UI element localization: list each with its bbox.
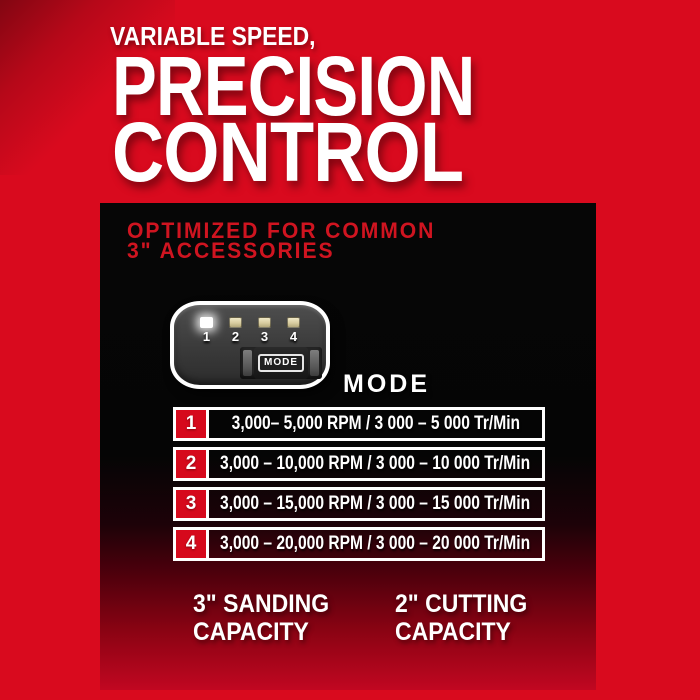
speed-range-cell: 3,000 – 20,000 RPM / 3 000 – 20 000 Tr/M… (209, 530, 542, 558)
panel-subtitle-line-2: 3" ACCESSORIES (127, 238, 335, 263)
headline-line-2: CONTROL (112, 105, 464, 199)
mode-indicator-light-3 (258, 317, 271, 328)
table-row: 4 3,000 – 20,000 RPM / 3 000 – 20 000 Tr… (173, 527, 545, 561)
table-row: 2 3,000 – 10,000 RPM / 3 000 – 10 000 Tr… (173, 447, 545, 481)
mode-number-cell: 2 (176, 450, 209, 478)
panel-subtitle-line-1: OPTIMIZED FOR COMMON (127, 218, 436, 243)
spec-panel: OPTIMIZED FOR COMMON 3" ACCESSORIES 1 2 … (100, 203, 596, 690)
mode-button-right-rail (310, 350, 319, 376)
headline-kicker: VARIABLE SPEED, (110, 21, 316, 51)
speed-range-text: 3,000 – 15,000 RPM / 3 000 – 15 000 Tr/M… (220, 493, 531, 514)
mode-indicator-light-2 (229, 317, 242, 328)
mode-indicator-number-4: 4 (289, 329, 298, 344)
mode-button-left-rail (243, 350, 252, 376)
sanding-capacity-line-2: CAPACITY (193, 618, 309, 646)
mode-number-cell: 1 (176, 410, 209, 438)
speed-range-text: 3,000– 5,000 RPM / 3 000 – 5 000 Tr/Min (231, 413, 520, 434)
speed-range-text: 3,000 – 20,000 RPM / 3 000 – 20 000 Tr/M… (220, 533, 531, 554)
speed-range-text: 3,000 – 10,000 RPM / 3 000 – 10 000 Tr/M… (220, 453, 531, 474)
mode-button-label: MODE (258, 354, 304, 372)
cutting-capacity-line-1: 2" CUTTING (395, 590, 528, 618)
table-row: 3 3,000 – 15,000 RPM / 3 000 – 15 000 Tr… (173, 487, 545, 521)
mode-indicator-light-4 (287, 317, 300, 328)
speed-range-cell: 3,000 – 15,000 RPM / 3 000 – 15 000 Tr/M… (209, 490, 542, 518)
table-row: 1 3,000– 5,000 RPM / 3 000 – 5 000 Tr/Mi… (173, 407, 545, 441)
speed-table: 1 3,000– 5,000 RPM / 3 000 – 5 000 Tr/Mi… (173, 407, 545, 567)
mode-indicator-number-2: 2 (231, 329, 240, 344)
mode-number-cell: 4 (176, 530, 209, 558)
mode-number-cell: 3 (176, 490, 209, 518)
cutting-capacity-callout: 2" CUTTING CAPACITY (395, 590, 527, 646)
mode-button-assembly: MODE (240, 347, 322, 379)
mode-table-heading: MODE (343, 370, 430, 398)
sanding-capacity-callout: 3" SANDING CAPACITY (193, 590, 329, 646)
mode-indicator-light-1 (200, 317, 213, 328)
mode-selector-illustration: 1 2 3 4 MODE (170, 301, 330, 389)
cutting-capacity-line-2: CAPACITY (395, 618, 511, 646)
sanding-capacity-line-1: 3" SANDING (193, 590, 330, 618)
mode-indicator-number-3: 3 (260, 329, 269, 344)
mode-indicator-number-1: 1 (202, 329, 211, 344)
speed-range-cell: 3,000– 5,000 RPM / 3 000 – 5 000 Tr/Min (209, 410, 542, 438)
mode-button: MODE (254, 347, 308, 379)
speed-range-cell: 3,000 – 10,000 RPM / 3 000 – 10 000 Tr/M… (209, 450, 542, 478)
panel-subtitle: OPTIMIZED FOR COMMON 3" ACCESSORIES (127, 218, 436, 263)
headline-line-1: PRECISION (112, 39, 475, 133)
